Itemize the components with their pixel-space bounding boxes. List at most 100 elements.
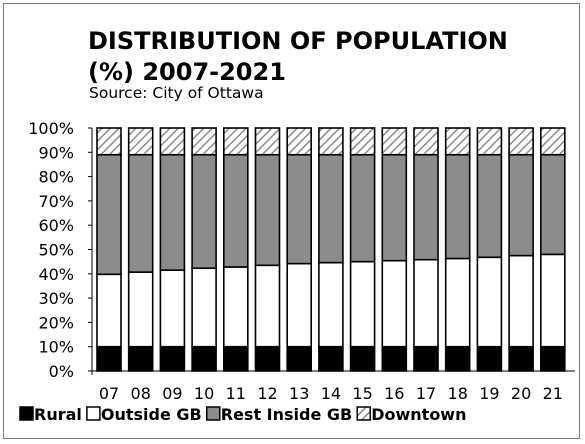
bar-segment-rural (127, 345, 154, 372)
bar-segment-outside-gb (444, 257, 471, 348)
bar-segment-outside-gb (381, 259, 408, 348)
bar-segment-downtown (444, 127, 471, 156)
bar-segment-rest-inside-gb (286, 153, 313, 265)
y-tick-label: 70% (38, 192, 74, 211)
legend-swatch-rural (19, 406, 34, 421)
bar-segment-rural (254, 345, 281, 372)
chart-subtitle: Source: City of Ottawa (89, 84, 264, 102)
x-tick-label: 13 (289, 384, 309, 403)
bar-segment-rest-inside-gb (318, 153, 344, 264)
bar-segment-outside-gb (127, 271, 154, 348)
y-tick-label: 50% (38, 241, 74, 260)
bar-segment-downtown (286, 127, 313, 156)
x-tick-label: 11 (226, 384, 246, 403)
y-axis: 0% 10% 20% 30% 40% 50% 60% 70% 80% 90% 100% (28, 119, 93, 381)
y-tick-label: 20% (38, 313, 74, 332)
bar-segment-rest-inside-gb (159, 153, 186, 271)
bar-segment-rest-inside-gb (191, 153, 217, 270)
bar-segment-rest-inside-gb (508, 153, 534, 257)
x-axis: 07 08 09 10 11 12 13 14 15 16 17 18 19 20 21 (92, 370, 575, 403)
y-tick-label: 40% (38, 265, 74, 284)
bar-segment-rural (539, 345, 566, 372)
x-tick-label: 09 (162, 384, 182, 403)
bar-segment-rest-inside-gb (223, 153, 249, 268)
bar-segment-downtown (349, 127, 376, 156)
bar-segment-outside-gb (191, 267, 217, 348)
bar-segment-outside-gb (508, 254, 534, 348)
bar-segment-outside-gb (413, 258, 439, 348)
legend-swatch-rest-inside-gb (206, 406, 221, 421)
bar-segment-downtown (127, 127, 154, 156)
x-tick-label: 20 (511, 384, 531, 403)
bar-segment-rural (96, 345, 122, 372)
bar-segment-downtown (191, 127, 217, 156)
x-tick-label: 10 (194, 384, 214, 403)
bar-segment-outside-gb (286, 262, 313, 348)
x-tick-label: 15 (352, 384, 372, 403)
y-tick-label: 90% (38, 143, 74, 162)
bar-segment-downtown (508, 127, 534, 156)
chart-title-line-2: (%) 2007-2021 (88, 58, 286, 86)
bar-segment-downtown (476, 127, 503, 156)
bar-segment-rest-inside-gb (476, 153, 503, 259)
bar-segment-rural (381, 345, 408, 372)
bar-segment-rest-inside-gb (127, 153, 154, 273)
x-tick-label: 17 (416, 384, 436, 403)
legend-label: Downtown (371, 405, 466, 424)
chart-title-line-1: DISTRIBUTION OF POPULATION (88, 27, 508, 55)
bar-segment-rest-inside-gb (96, 153, 122, 276)
legend-swatch-downtown (356, 406, 371, 421)
bar-segment-outside-gb (476, 256, 503, 348)
bar-segment-rural (159, 345, 186, 372)
bar-segment-downtown (413, 127, 439, 156)
y-tick-label: 60% (38, 216, 74, 235)
bars-group (96, 127, 566, 372)
bar-segment-rural (318, 345, 344, 372)
bar-segment-rural (286, 345, 313, 372)
legend-label: Outside GB (101, 405, 202, 424)
legend-label: Rest Inside GB (221, 405, 352, 424)
x-tick-label: 18 (448, 384, 468, 403)
bar-segment-rural (444, 345, 471, 372)
bar-segment-rest-inside-gb (254, 153, 281, 267)
bar-segment-rural (508, 345, 534, 372)
y-tick-label: 80% (38, 168, 74, 187)
y-tick-label: 30% (38, 289, 74, 308)
bar-segment-rural (476, 345, 503, 372)
legend-label: Rural (34, 405, 82, 424)
bar-segment-rest-inside-gb (413, 153, 439, 261)
bar-segment-outside-gb (159, 269, 186, 348)
x-tick-label: 12 (257, 384, 277, 403)
bar-segment-downtown (539, 127, 566, 156)
x-tick-label: 07 (99, 384, 119, 403)
x-tick-label: 14 (321, 384, 341, 403)
bar-segment-outside-gb (96, 273, 122, 348)
bar-segment-rest-inside-gb (539, 153, 566, 256)
bar-segment-outside-gb (539, 253, 566, 348)
bar-segment-rural (349, 345, 376, 372)
x-tick-label: 21 (543, 384, 563, 403)
legend: Rural Outside GB Rest Inside GB Downtown (19, 405, 466, 424)
bar-segment-outside-gb (349, 260, 376, 348)
bar-segment-rural (191, 345, 217, 372)
bar-segment-rest-inside-gb (349, 153, 376, 263)
bar-segment-downtown (223, 127, 249, 156)
y-tick-label: 10% (38, 338, 74, 357)
bar-segment-outside-gb (223, 266, 249, 348)
y-tick-label: 0% (49, 362, 74, 381)
bar-segment-downtown (254, 127, 281, 156)
y-tick-label: 100% (28, 119, 74, 138)
x-tick-label: 16 (384, 384, 404, 403)
x-tick-label: 08 (131, 384, 151, 403)
legend-swatch-outside-gb (86, 406, 101, 421)
bar-segment-downtown (96, 127, 122, 156)
x-tick-label: 19 (479, 384, 499, 403)
bar-segment-rest-inside-gb (444, 153, 471, 260)
bar-segment-rural (223, 345, 249, 372)
bar-segment-rural (413, 345, 439, 372)
bar-segment-downtown (318, 127, 344, 156)
bar-segment-outside-gb (318, 261, 344, 348)
chart-title: DISTRIBUTION OF POPULATION (%) 2007-2021 (88, 26, 508, 88)
bar-segment-downtown (159, 127, 186, 156)
